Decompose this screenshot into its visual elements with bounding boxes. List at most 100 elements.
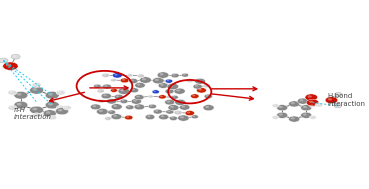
- Circle shape: [131, 79, 134, 81]
- Circle shape: [190, 94, 199, 98]
- Circle shape: [289, 116, 300, 122]
- Circle shape: [120, 78, 129, 83]
- Circle shape: [106, 117, 108, 119]
- Circle shape: [279, 113, 283, 116]
- Circle shape: [34, 84, 37, 85]
- Circle shape: [110, 88, 117, 92]
- Circle shape: [182, 73, 189, 77]
- Circle shape: [34, 114, 37, 115]
- Circle shape: [17, 93, 21, 96]
- Circle shape: [150, 105, 153, 107]
- Circle shape: [142, 78, 146, 80]
- Circle shape: [335, 105, 338, 106]
- Circle shape: [128, 74, 130, 76]
- Circle shape: [131, 89, 135, 91]
- Circle shape: [149, 96, 151, 97]
- Circle shape: [334, 104, 342, 108]
- Circle shape: [180, 116, 184, 118]
- Circle shape: [121, 100, 124, 101]
- Circle shape: [0, 58, 8, 63]
- Circle shape: [125, 105, 134, 110]
- Circle shape: [108, 100, 112, 101]
- Circle shape: [8, 90, 17, 95]
- Circle shape: [328, 98, 332, 101]
- Circle shape: [112, 79, 114, 80]
- Circle shape: [103, 94, 107, 96]
- Circle shape: [276, 105, 288, 111]
- Circle shape: [139, 75, 141, 76]
- Circle shape: [187, 79, 190, 81]
- Circle shape: [137, 74, 144, 78]
- Circle shape: [114, 94, 124, 99]
- Circle shape: [335, 92, 342, 97]
- Circle shape: [174, 110, 182, 115]
- Circle shape: [195, 78, 206, 84]
- Circle shape: [169, 116, 177, 121]
- Circle shape: [205, 106, 209, 108]
- Circle shape: [120, 89, 124, 91]
- Circle shape: [56, 105, 65, 110]
- Circle shape: [111, 78, 117, 82]
- Circle shape: [125, 115, 133, 120]
- Circle shape: [136, 96, 139, 98]
- Circle shape: [136, 105, 140, 107]
- Circle shape: [139, 77, 151, 83]
- Circle shape: [157, 72, 169, 78]
- Circle shape: [32, 88, 37, 91]
- Circle shape: [11, 54, 20, 59]
- Circle shape: [193, 84, 202, 89]
- Circle shape: [147, 115, 151, 117]
- Circle shape: [111, 104, 122, 110]
- Circle shape: [126, 116, 129, 118]
- Circle shape: [101, 93, 111, 99]
- Circle shape: [169, 85, 173, 87]
- Circle shape: [199, 89, 202, 91]
- Circle shape: [178, 115, 189, 121]
- Circle shape: [309, 104, 316, 108]
- Circle shape: [165, 99, 175, 105]
- Circle shape: [63, 105, 71, 110]
- Circle shape: [122, 79, 125, 81]
- Circle shape: [14, 101, 28, 109]
- Circle shape: [116, 95, 119, 97]
- Circle shape: [102, 73, 110, 77]
- Circle shape: [135, 82, 145, 88]
- Circle shape: [148, 95, 153, 98]
- Circle shape: [165, 79, 173, 83]
- Circle shape: [273, 116, 276, 118]
- Circle shape: [297, 98, 308, 104]
- Circle shape: [152, 90, 159, 94]
- Circle shape: [176, 111, 179, 113]
- Circle shape: [176, 89, 180, 91]
- Circle shape: [130, 88, 139, 93]
- Circle shape: [171, 117, 174, 119]
- Circle shape: [182, 106, 185, 108]
- Circle shape: [45, 91, 59, 99]
- Circle shape: [127, 74, 133, 77]
- Text: H-bond
interaction: H-bond interaction: [327, 93, 365, 107]
- Circle shape: [160, 84, 164, 86]
- Circle shape: [289, 101, 300, 107]
- Circle shape: [93, 105, 96, 107]
- Circle shape: [55, 108, 69, 115]
- Circle shape: [114, 74, 118, 76]
- Circle shape: [311, 105, 313, 106]
- Circle shape: [155, 110, 158, 112]
- Circle shape: [104, 117, 111, 120]
- Circle shape: [107, 99, 117, 104]
- Circle shape: [317, 104, 319, 105]
- Circle shape: [43, 110, 56, 117]
- Circle shape: [13, 55, 16, 57]
- Circle shape: [167, 83, 179, 90]
- Circle shape: [17, 103, 21, 105]
- Circle shape: [179, 105, 190, 110]
- Circle shape: [45, 101, 59, 109]
- Circle shape: [113, 73, 122, 78]
- Circle shape: [134, 104, 145, 110]
- Circle shape: [120, 99, 128, 103]
- Circle shape: [32, 83, 41, 88]
- Text: π-H
interaction: π-H interaction: [14, 107, 52, 120]
- Circle shape: [48, 93, 53, 96]
- Circle shape: [171, 95, 178, 99]
- Circle shape: [48, 115, 57, 120]
